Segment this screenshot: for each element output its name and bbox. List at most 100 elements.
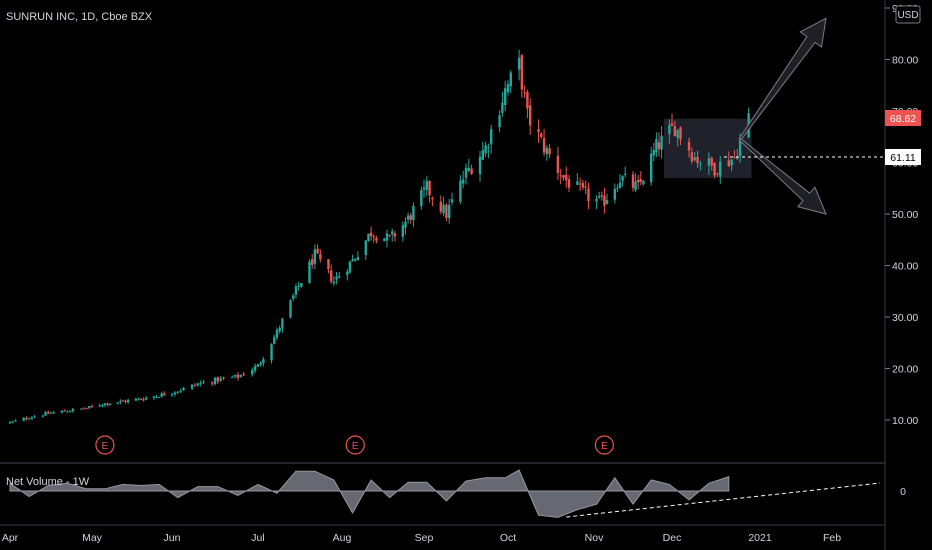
candle-body xyxy=(124,401,127,403)
candle-body xyxy=(598,196,601,198)
indicator-label: Net Volume - 1W xyxy=(6,476,90,488)
candle-body xyxy=(605,200,609,204)
candle-body xyxy=(540,133,543,138)
candle-body xyxy=(576,181,579,185)
currency-badge[interactable]: USD xyxy=(895,5,921,24)
candle-body xyxy=(256,364,260,367)
candle-body xyxy=(68,411,72,413)
candle-body xyxy=(393,233,397,237)
earnings-marker-label: E xyxy=(102,441,109,452)
candle-body xyxy=(134,398,138,401)
chart-title: SUNRUN INC, 1D, Cboe BZX xyxy=(6,11,153,23)
candle-body xyxy=(338,276,341,278)
candle-body xyxy=(506,84,510,93)
earnings-marker[interactable] xyxy=(95,435,115,455)
candle-body xyxy=(210,382,214,384)
candle-body xyxy=(652,150,655,156)
candle-body xyxy=(71,408,75,412)
time-tick-label: Aug xyxy=(333,532,352,544)
candle-body xyxy=(401,225,405,237)
time-axis[interactable]: Apr May Jun Jul Aug Sep Oct Nov Dec 2021 Feb xyxy=(2,532,841,544)
candle-body xyxy=(126,400,130,403)
candle-body xyxy=(14,420,17,422)
candle-body xyxy=(727,160,730,167)
consolidation-box xyxy=(664,118,752,178)
price-tick-label: 10.00 xyxy=(892,415,918,427)
candle-body xyxy=(101,405,104,407)
time-tick-label: 2021 xyxy=(748,532,772,544)
candle-body xyxy=(294,286,298,295)
price-tick-label: 50.00 xyxy=(892,209,918,221)
candle-body xyxy=(616,188,619,190)
candle-body xyxy=(176,391,179,393)
candle-body xyxy=(236,374,240,378)
candle-body xyxy=(251,370,254,375)
earnings-marker-label: E xyxy=(601,441,608,452)
candle-body xyxy=(329,270,333,282)
candle-body xyxy=(152,396,156,398)
price-tick-label: 80.00 xyxy=(892,55,918,67)
candle-body xyxy=(730,159,733,166)
candle-body xyxy=(372,236,375,238)
candle-body xyxy=(587,188,590,201)
candle-body xyxy=(719,161,722,177)
candle-body xyxy=(559,175,562,177)
candle-body xyxy=(738,140,742,157)
candle-body xyxy=(119,400,122,402)
candle-body xyxy=(157,397,161,399)
candle-body xyxy=(655,138,658,153)
candle-body xyxy=(478,156,482,175)
candle-body xyxy=(412,205,415,220)
candle-body xyxy=(49,412,53,414)
time-tick-label: May xyxy=(82,532,103,544)
candle-body xyxy=(501,102,504,113)
candle-body xyxy=(142,399,145,401)
candle-body xyxy=(193,384,197,386)
current-price-label: 68.62 xyxy=(890,113,916,125)
time-tick-label: Apr xyxy=(2,532,19,544)
candle-body xyxy=(270,344,273,361)
candle-body xyxy=(173,392,177,395)
candle-body xyxy=(537,128,540,133)
candle-body xyxy=(332,281,336,284)
candle-body xyxy=(716,173,719,175)
candle-body xyxy=(375,238,378,241)
candle-body xyxy=(27,418,31,420)
grid xyxy=(0,0,886,550)
candle-body xyxy=(385,233,389,241)
candle-body xyxy=(98,405,101,407)
net-volume-zero-label: 0 xyxy=(900,486,906,498)
candle-body xyxy=(216,377,220,382)
candle-body xyxy=(584,186,587,188)
candle-body xyxy=(348,261,352,273)
candle-body xyxy=(199,382,202,384)
price-tick-label: 30.00 xyxy=(892,312,918,324)
candle-body xyxy=(404,221,407,228)
candle-body xyxy=(391,231,394,235)
candle-body xyxy=(8,422,12,424)
candle-body xyxy=(30,417,34,419)
candle-body xyxy=(707,158,711,166)
candle-body xyxy=(253,366,257,371)
candle-body xyxy=(481,150,484,161)
candle-body xyxy=(459,180,462,202)
candle-body xyxy=(504,88,507,106)
candle-body xyxy=(222,377,225,379)
current-price-tag: 68.62 xyxy=(885,110,921,126)
time-tick-label: Feb xyxy=(823,532,841,544)
candle-body xyxy=(11,421,14,423)
earnings-marker[interactable] xyxy=(594,435,615,455)
candle-body xyxy=(631,174,635,188)
up-arrow xyxy=(738,17,827,141)
candle-body xyxy=(281,318,284,329)
candle-body xyxy=(621,176,624,181)
candle-body xyxy=(733,157,736,159)
candle-body xyxy=(422,187,426,190)
candle-body xyxy=(470,168,473,174)
candle-body xyxy=(308,261,311,284)
level-price-label: 61.11 xyxy=(890,152,916,164)
earnings-marker[interactable] xyxy=(345,435,365,455)
candle-body xyxy=(239,375,242,378)
currency-label: USD xyxy=(897,10,918,21)
